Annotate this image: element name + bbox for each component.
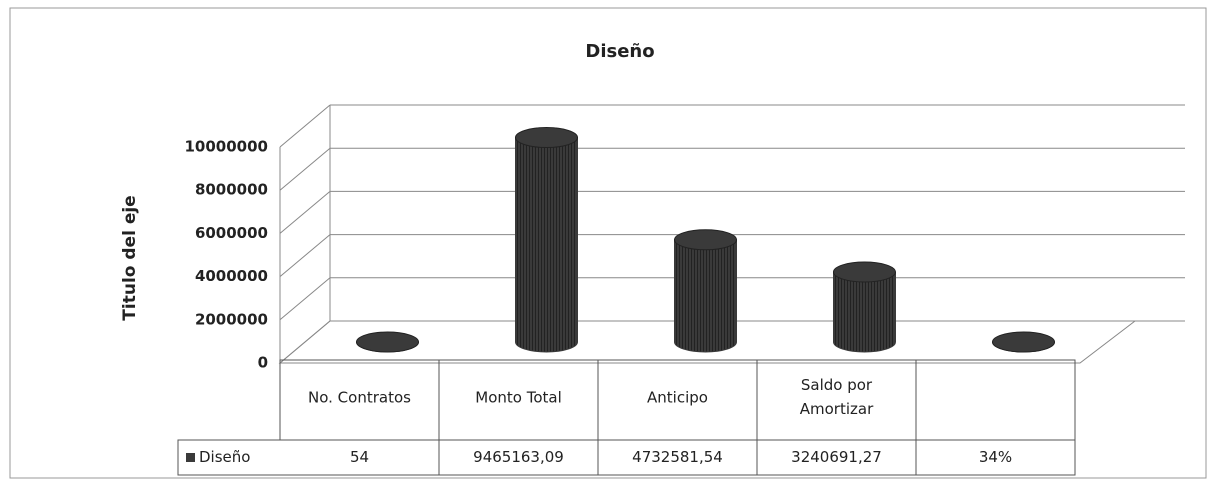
grid-line <box>279 191 331 234</box>
data-table-row <box>177 439 1076 476</box>
chart-frame <box>9 7 1207 479</box>
y-axis-title: Titulo del eje <box>120 195 140 320</box>
bar-top <box>992 331 1055 353</box>
x-tick-label: Saldo por Amortizar <box>800 376 874 418</box>
bar-top <box>674 229 737 251</box>
chart-title: Diseño <box>585 41 654 62</box>
bar-body <box>833 271 896 353</box>
grid-line <box>279 234 331 277</box>
data-label: 54 <box>350 448 369 466</box>
legend-key <box>186 453 195 462</box>
bar-top <box>833 261 896 283</box>
bar-body <box>515 137 578 353</box>
y-tick-label: 4000000 <box>195 267 268 285</box>
bar-top <box>515 127 578 149</box>
data-label: 4732581,54 <box>632 448 723 466</box>
bar <box>356 331 419 353</box>
grid-line <box>279 320 331 364</box>
grid-line <box>279 277 331 321</box>
x-tick-label: Monto Total <box>475 389 561 407</box>
y-tick-label: 10000000 <box>185 138 269 156</box>
bar-top <box>356 331 419 353</box>
bar <box>674 229 737 353</box>
bar-body <box>674 239 737 353</box>
y-tick-label: 6000000 <box>195 224 268 242</box>
bar <box>515 127 578 353</box>
bar <box>833 261 896 353</box>
grid-line <box>279 147 331 191</box>
data-label: 3240691,27 <box>791 448 882 466</box>
data-label: 34% <box>979 448 1012 466</box>
y-tick-label: 0 <box>258 354 268 372</box>
x-tick-label: Anticipo <box>647 389 708 407</box>
y-tick-label: 8000000 <box>195 181 268 199</box>
legend-label: Diseño <box>199 448 250 466</box>
bar <box>992 331 1055 353</box>
x-tick-label: No. Contratos <box>308 389 411 407</box>
grid-line <box>279 104 331 148</box>
y-tick-label: 2000000 <box>195 310 268 328</box>
data-label: 9465163,09 <box>473 448 564 466</box>
